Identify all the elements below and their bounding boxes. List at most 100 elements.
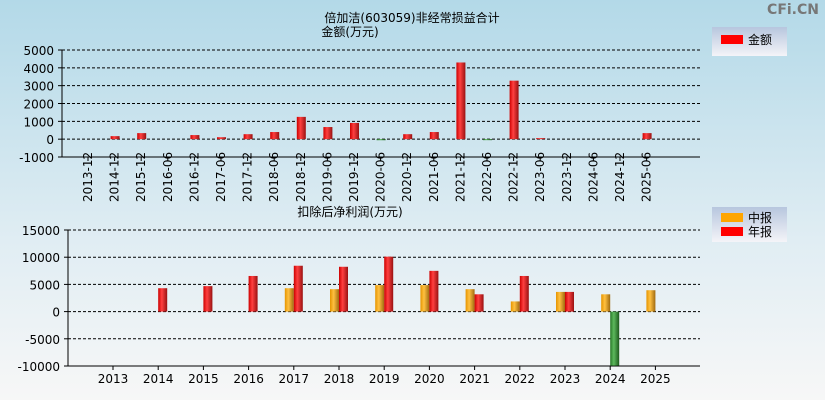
bar	[465, 289, 475, 312]
legend-bottom: 中报 年报	[712, 207, 787, 242]
x-tick-label: 2019	[369, 372, 400, 386]
x-tick-label: 2024-06	[586, 152, 600, 202]
bar	[483, 139, 492, 141]
x-tick-label: 2016-06	[161, 152, 175, 202]
x-tick-label: 2017	[279, 372, 310, 386]
y-tick-label: 5000	[23, 44, 54, 58]
bar	[376, 139, 386, 141]
bar	[248, 275, 258, 312]
bar	[474, 294, 484, 312]
bar	[610, 311, 620, 366]
legend-label: 中报	[748, 210, 773, 225]
bar	[384, 256, 394, 312]
bar	[270, 132, 280, 140]
bar	[420, 285, 430, 312]
bar	[642, 133, 652, 140]
bar	[217, 137, 226, 140]
y-tick-label: 1000	[23, 115, 54, 129]
bar	[519, 275, 529, 312]
x-tick-label: 2021-12	[453, 152, 467, 202]
x-tick-label: 2025-06	[640, 152, 654, 202]
x-tick-label: 2018-06	[267, 152, 281, 202]
legend-swatch	[721, 34, 743, 44]
bar	[296, 116, 306, 140]
x-tick-label: 2017-06	[214, 152, 228, 202]
bar	[243, 134, 253, 140]
y-axis-title: 金额(万元)	[321, 24, 378, 39]
x-tick-label: 2015-12	[134, 152, 148, 202]
x-tick-label: 2018-12	[294, 152, 308, 202]
bar	[190, 135, 200, 140]
x-tick-label: 2023-12	[560, 152, 574, 202]
bar	[375, 285, 385, 312]
x-tick-label: 2019-06	[320, 152, 334, 202]
watermark: CFi.CN	[767, 2, 819, 18]
bar	[565, 291, 574, 312]
bar	[137, 133, 147, 140]
x-tick-label: 2021	[459, 372, 490, 386]
x-tick-label: 2020	[414, 372, 445, 386]
x-tick-label: 2013	[98, 372, 129, 386]
chart-title: 扣除后净利润(万元)	[297, 204, 402, 219]
bar	[556, 291, 565, 312]
bar	[646, 290, 656, 312]
bar	[339, 266, 348, 312]
legend-item-amount: 金额	[712, 32, 787, 47]
y-tick-label: 4000	[23, 62, 54, 76]
bar	[158, 288, 168, 312]
x-tick-label: 2023	[550, 372, 581, 386]
x-tick-label: 2021-06	[427, 152, 441, 202]
bar	[429, 270, 439, 312]
x-tick-label: 2025	[640, 372, 671, 386]
bar	[110, 136, 120, 140]
y-tick-label: -5000	[25, 333, 60, 347]
bar	[293, 265, 303, 312]
chart-title: 倍加洁(603059)非经常损益合计	[324, 10, 499, 25]
legend-swatch	[721, 212, 743, 222]
x-tick-label: 2022-12	[507, 152, 521, 202]
x-tick-label: 2018	[324, 372, 355, 386]
bar	[403, 134, 413, 140]
bar	[323, 127, 333, 140]
x-tick-label: 2023-06	[533, 152, 547, 202]
x-tick-label: 2015	[188, 372, 219, 386]
legend-top: 金额	[712, 27, 787, 56]
bar	[509, 80, 519, 140]
x-tick-label: 2019-12	[347, 152, 361, 202]
bar	[330, 289, 339, 312]
y-tick-label: 3000	[23, 80, 54, 94]
legend-label: 金额	[748, 32, 773, 47]
bar	[510, 301, 520, 312]
y-tick-label: 2000	[23, 98, 54, 112]
y-tick-label: 0	[52, 306, 60, 320]
x-tick-label: 2014-12	[108, 152, 122, 202]
x-tick-label: 2016-12	[187, 152, 201, 202]
legend-label: 年报	[748, 224, 773, 239]
y-tick-label: -1000	[19, 151, 54, 165]
x-tick-label: 2020-06	[374, 152, 388, 202]
y-tick-label: 0	[46, 133, 54, 147]
bar	[203, 286, 213, 312]
bar	[284, 288, 294, 312]
bar	[429, 132, 439, 140]
bar	[601, 294, 611, 312]
x-tick-label: 2016	[233, 372, 264, 386]
legend-item-annual: 年报	[712, 224, 787, 239]
y-tick-label: 10000	[22, 251, 60, 265]
x-tick-label: 2017-12	[241, 152, 255, 202]
bar	[350, 122, 359, 140]
legend-swatch	[721, 226, 743, 236]
y-tick-label: 15000	[22, 224, 60, 238]
x-tick-label: 2024	[595, 372, 626, 386]
x-tick-label: 2022	[505, 372, 536, 386]
x-tick-label: 2013-12	[81, 152, 95, 202]
legend-item-interim: 中报	[712, 210, 787, 225]
y-tick-label: -10000	[17, 360, 60, 374]
bar	[536, 138, 546, 140]
x-tick-label: 2014	[143, 372, 174, 386]
x-tick-label: 2022-06	[480, 152, 494, 202]
x-tick-label: 2024-12	[613, 152, 627, 202]
bar	[456, 62, 466, 140]
